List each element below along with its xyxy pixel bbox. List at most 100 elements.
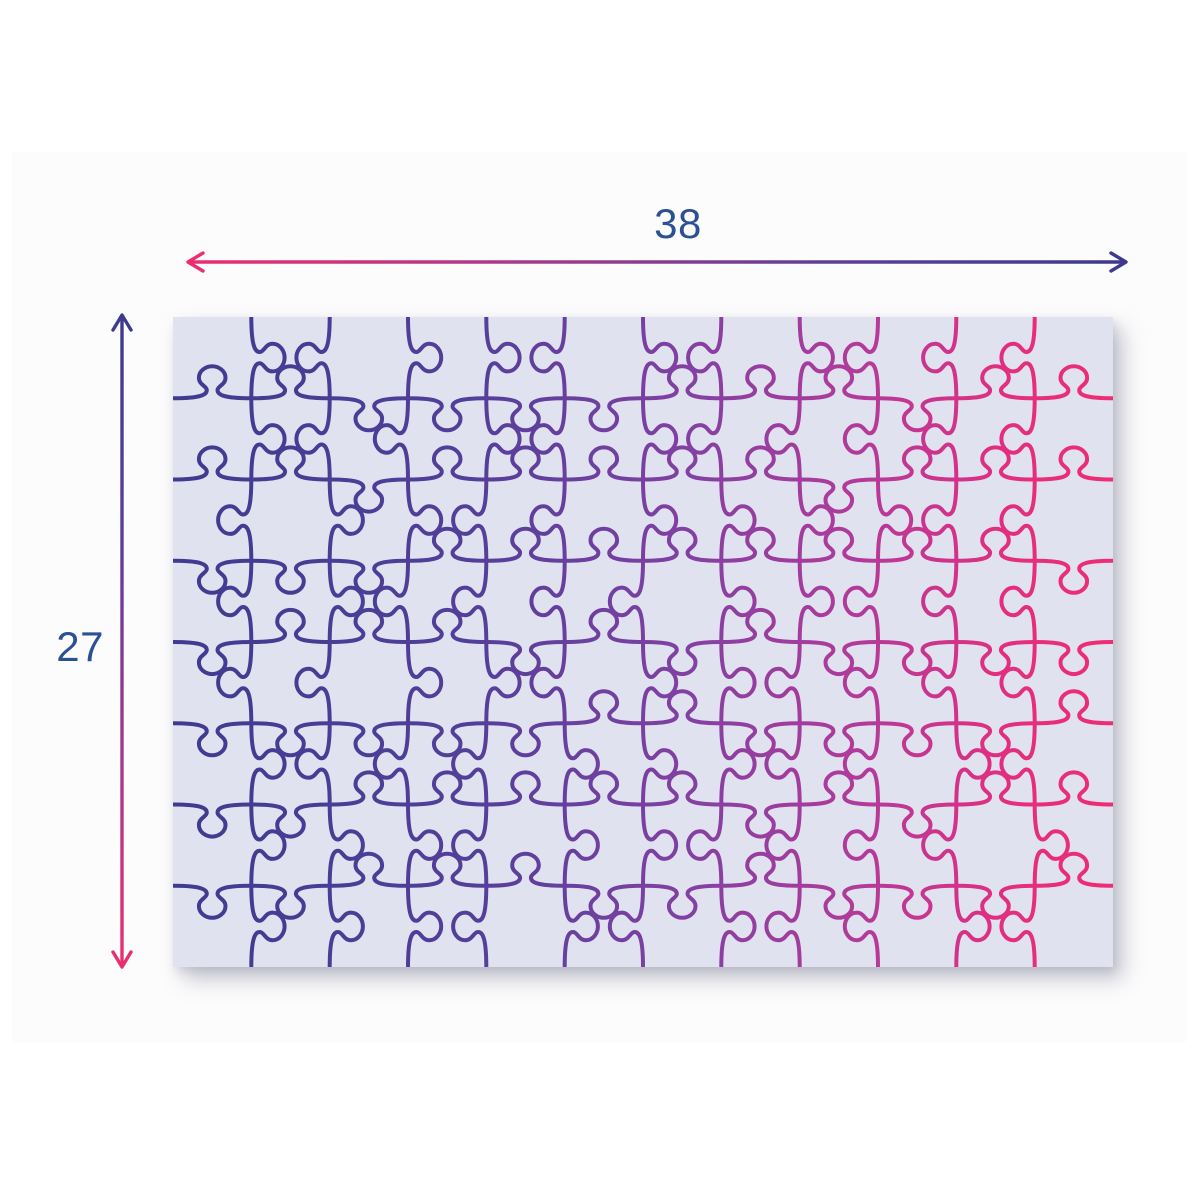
puzzle-edge [954, 883, 1037, 920]
puzzle-edge [529, 396, 567, 482]
puzzle-edge [562, 802, 600, 888]
puzzle-edge [294, 721, 332, 807]
puzzle-edge [562, 607, 645, 644]
puzzle-edge [173, 364, 254, 401]
puzzle-edge [249, 883, 287, 967]
puzzle-edge [876, 640, 959, 677]
puzzle-edge [1032, 770, 1113, 807]
puzzle-edge [484, 640, 567, 677]
puzzle-edge [406, 721, 489, 758]
puzzle-edge [999, 883, 1037, 967]
puzzle-edge [719, 721, 757, 807]
arrowhead-bottom-icon [111, 950, 133, 969]
puzzle-edge [797, 477, 835, 563]
puzzle-edge [641, 721, 679, 807]
puzzle-edge [686, 396, 724, 482]
puzzle-edge [451, 802, 489, 888]
puzzle-edge [954, 364, 1037, 401]
puzzle-edge [451, 477, 489, 563]
puzzle-edge [484, 851, 567, 888]
puzzle-edge [562, 396, 645, 433]
puzzle-edge [764, 802, 802, 888]
puzzle-edge [876, 445, 959, 482]
puzzle-edge [216, 558, 254, 644]
puzzle-edge [484, 445, 567, 482]
puzzle-edge [406, 477, 444, 563]
puzzle-edge [484, 317, 522, 401]
puzzle-edge [719, 640, 757, 726]
puzzle-edge [529, 317, 567, 401]
puzzle-edge [719, 802, 802, 839]
puzzle-edge [764, 640, 802, 726]
puzzle-edge [842, 721, 880, 807]
puzzle-edge [876, 721, 959, 758]
puzzle-edge [529, 558, 567, 644]
puzzle-edge [797, 364, 880, 401]
puzzle-edge [641, 640, 724, 677]
puzzle-edge [954, 640, 1037, 677]
arrowhead-left-icon [186, 251, 205, 273]
puzzle-edge [641, 364, 724, 401]
puzzle-edge [484, 721, 567, 758]
puzzle-edge [406, 396, 489, 433]
puzzle-edge [562, 883, 600, 967]
puzzle-edge [641, 526, 724, 563]
puzzle-edge [686, 317, 724, 401]
puzzle-edge [797, 640, 880, 677]
puzzle-edge [451, 883, 489, 967]
puzzle-edge [327, 721, 410, 758]
puzzle-edge [641, 689, 724, 726]
puzzle-edge [797, 477, 880, 514]
puzzle-edge [249, 802, 332, 839]
jigsaw-pattern [173, 317, 1113, 967]
puzzle-edge [641, 883, 724, 920]
puzzle-edge [719, 445, 802, 482]
puzzle-edge [249, 721, 332, 758]
puzzle-edge [954, 445, 1037, 482]
puzzle-edge [641, 640, 679, 726]
puzzle-edge [406, 607, 489, 644]
puzzle-edge [764, 721, 802, 807]
puzzle-edge [484, 640, 522, 726]
puzzle-edge [1032, 558, 1113, 595]
puzzle-edge [372, 396, 410, 482]
puzzle-edge [999, 721, 1037, 807]
puzzle-edge [797, 317, 835, 401]
puzzle-edge [327, 770, 410, 807]
puzzle-edge [406, 317, 444, 401]
puzzle-edge [372, 721, 410, 807]
puzzle-edge [406, 770, 489, 807]
puzzle-edge [686, 802, 724, 888]
puzzle-edge [562, 689, 645, 726]
puzzle-edge [249, 607, 332, 644]
width-dimension-label: 38 [654, 200, 702, 247]
puzzle-edge [797, 883, 880, 920]
puzzle-edge [451, 558, 489, 644]
puzzle-edge [719, 558, 757, 644]
puzzle-edge [1032, 640, 1113, 677]
puzzle-edge [999, 558, 1037, 644]
puzzle-edge [484, 526, 567, 563]
puzzle-piece-outlines [173, 317, 1113, 967]
puzzle-edge [562, 526, 645, 563]
puzzle-edge [999, 477, 1037, 563]
puzzle-edge [173, 640, 254, 677]
puzzle-edge [327, 477, 410, 514]
arrowhead-right-icon [1109, 251, 1128, 273]
puzzle-edge [327, 851, 410, 888]
puzzle-edge [921, 396, 959, 482]
puzzle-edge [1032, 802, 1070, 888]
puzzle-edge [529, 640, 567, 726]
puzzle-edge [484, 396, 567, 433]
puzzle-preview [173, 317, 1113, 967]
puzzle-edge [173, 558, 254, 595]
puzzle-edge [842, 883, 880, 967]
puzzle-edge [294, 640, 332, 726]
puzzle-edge [719, 364, 802, 401]
puzzle-edge [876, 477, 914, 563]
puzzle-edge [641, 445, 724, 482]
puzzle-edge [954, 770, 1037, 807]
puzzle-edge [1032, 851, 1113, 888]
puzzle-edge [641, 317, 679, 401]
